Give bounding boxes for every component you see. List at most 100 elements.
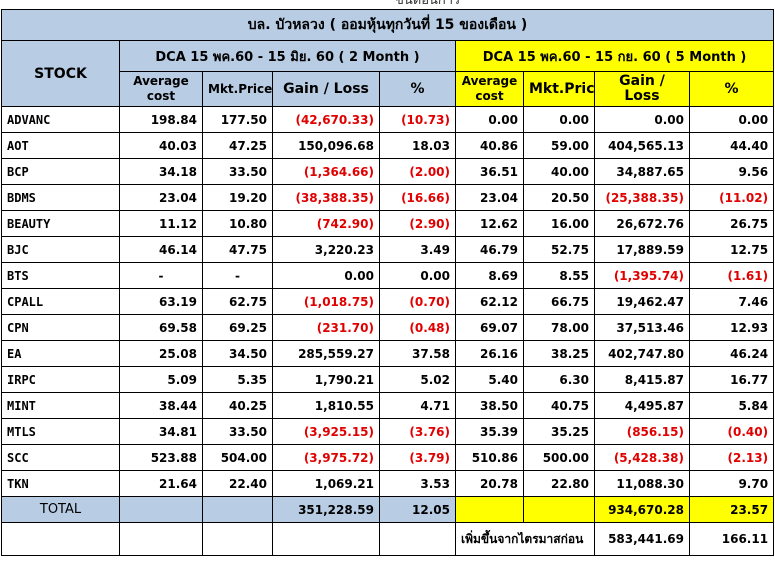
p2-gain-cell: 34,887.65 <box>594 158 690 185</box>
table-row: BDMS 23.04 19.20 (38,388.35) (16.66) 23.04 20.… <box>1 184 775 211</box>
p2-mkt-cell: 0.00 <box>523 106 595 133</box>
p1-gain-cell: (1,364.66) <box>272 158 380 185</box>
table-title: บล. บัวหลวง ( ออมหุ้นทุกวันที่ 15 ของเดื… <box>0 9 775 41</box>
table-row: BCP 34.18 33.50 (1,364.66) (2.00) 36.51 40.00 3… <box>1 158 775 185</box>
p1-avg-cell: 23.04 <box>119 184 203 211</box>
total-label: TOTAL <box>1 496 120 523</box>
p1-pct-cell: (3.79) <box>379 444 456 471</box>
p1-mkt-cell: 47.25 <box>202 132 273 159</box>
p2-avg-cell: 5.40 <box>455 366 524 393</box>
table-row: BJC 46.14 47.75 3,220.23 3.49 46.79 52.75 17,88… <box>1 236 775 263</box>
p2-gain-cell: (1,395.74) <box>594 262 690 289</box>
p1-pct-cell: (0.70) <box>379 288 456 315</box>
p2-avg-header: Average cost <box>455 71 524 107</box>
p2-mkt-cell: 500.00 <box>523 444 595 471</box>
p2-gain-cell: 8,415.87 <box>594 366 690 393</box>
p1-gain-cell: 285,559.27 <box>272 340 380 367</box>
p1-mkt-cell: 47.75 <box>202 236 273 263</box>
period2-header: DCA 15 พค.60 - 15 กย. 60 ( 5 Month ) <box>454 40 775 72</box>
p1-mkt-cell: 62.75 <box>202 288 273 315</box>
p2-mkt-cell: 8.55 <box>523 262 595 289</box>
p2-pct-header: % <box>688 71 775 107</box>
table-row: BTS - -0.00 0.00 8.69 8.55 (1,395.74) (1.61) <box>1 262 775 289</box>
p2-mkt-cell: 66.75 <box>523 288 595 315</box>
blank-cell <box>202 522 273 556</box>
stock-symbol: CPN <box>1 314 120 341</box>
stock-symbol: BDMS <box>1 184 120 211</box>
blank-cell <box>272 522 380 556</box>
p1-pct-cell: 3.49 <box>379 236 456 263</box>
p1-gain-cell: (38,388.35) <box>272 184 380 211</box>
p1-gain-cell: (42,670.33) <box>272 106 380 133</box>
p1-mkt-cell: 33.50 <box>202 158 273 185</box>
total-p2-gain: 934,670.28 <box>594 496 690 523</box>
p1-avg-cell: 34.81 <box>119 418 203 445</box>
stock-symbol: BEAUTY <box>1 210 120 237</box>
p1-gain-cell: 0.00 <box>272 262 380 289</box>
total-p2-pct: 23.57 <box>688 496 775 523</box>
p2-avg-cell: 40.86 <box>455 132 524 159</box>
stock-symbol: MTLS <box>1 418 120 445</box>
p2-gain-cell: 19,462.47 <box>594 288 690 315</box>
p1-avg-cell: 69.58 <box>119 314 203 341</box>
p1-mkt-cell: 504.00 <box>202 444 273 471</box>
top-partial-text: ขั้นตอนการ <box>395 0 461 8</box>
p2-avg-cell: 35.39 <box>455 418 524 445</box>
table-row: SCC 523.88 504.00 (3,975.72) (3.79) 510.86 500… <box>1 444 775 471</box>
p1-avg-cell: - <box>119 262 203 289</box>
p2-pct-cell: 9.70 <box>688 470 775 497</box>
p1-pct-cell: (0.48) <box>379 314 456 341</box>
table-row: MTLS 34.81 33.50 (3,925.15) (3.76) 35.39 35.25… <box>1 418 775 445</box>
p2-mkt-cell: 20.50 <box>523 184 595 211</box>
p1-mkt-header: Mkt.Price <box>202 71 273 107</box>
table-row: ADVANC 198.84 177.50 (42,670.33) (10.73) 0.00… <box>1 106 775 133</box>
stock-symbol: MINT <box>1 392 120 419</box>
stock-symbol: BCP <box>1 158 120 185</box>
p2-gain-cell: 26,672.76 <box>594 210 690 237</box>
total-p1-pct: 12.05 <box>379 496 456 523</box>
stock-symbol: AOT <box>1 132 120 159</box>
p2-pct-cell: 46.24 <box>688 340 775 367</box>
p1-pct-cell: 0.00 <box>379 262 456 289</box>
p2-gain-cell: 17,889.59 <box>594 236 690 263</box>
p1-mkt-cell: 33.50 <box>202 418 273 445</box>
p1-pct-cell: 4.71 <box>379 392 456 419</box>
p2-gain-cell: 4,495.87 <box>594 392 690 419</box>
p1-mkt-cell: 22.40 <box>202 470 273 497</box>
p1-avg-cell: 38.44 <box>119 392 203 419</box>
p1-mkt-cell: 177.50 <box>202 106 273 133</box>
p1-pct-cell: 18.03 <box>379 132 456 159</box>
p2-mkt-cell: 52.75 <box>523 236 595 263</box>
p2-gain-cell: (856.15) <box>594 418 690 445</box>
p1-avg-cell: 11.12 <box>119 210 203 237</box>
p1-mkt-cell: 40.25 <box>202 392 273 419</box>
title-row: บล. บัวหลวง ( ออมหุ้นทุกวันที่ 15 ของเดื… <box>0 9 775 41</box>
quarter-increase-gain: 583,441.69 <box>594 522 690 556</box>
p2-avg-cell: 38.50 <box>455 392 524 419</box>
total-p2-avg <box>455 496 524 523</box>
table-row: MINT 38.44 40.25 1,810.55 4.71 38.50 40.75 4,49… <box>1 392 775 419</box>
stock-symbol: ADVANC <box>1 106 120 133</box>
total-row: TOTAL 351,228.59 12.05 934,670.28 23.57 <box>1 496 775 523</box>
table-row: CPALL 63.19 62.75 (1,018.75) (0.70) 62.12 66.7… <box>1 288 775 315</box>
p2-gain-cell: 404,565.13 <box>594 132 690 159</box>
p2-gain-cell: 11,088.30 <box>594 470 690 497</box>
column-header-row: Average cost Mkt.Price Gain / Loss % Ave… <box>2 71 775 107</box>
p2-avg-cell: 23.04 <box>455 184 524 211</box>
p2-mkt-cell: 59.00 <box>523 132 595 159</box>
table-row: BEAUTY 11.12 10.80 (742.90) (2.90) 12.62 16.00… <box>1 210 775 237</box>
table-row: TKN 21.64 22.40 1,069.21 3.53 20.78 22.80 11,08… <box>1 470 775 497</box>
p2-gain-cell: 402,747.80 <box>594 340 690 367</box>
p2-avg-cell: 510.86 <box>455 444 524 471</box>
p1-gain-cell: 1,790.21 <box>272 366 380 393</box>
p2-pct-cell: (2.13) <box>688 444 775 471</box>
p1-gain-cell: (742.90) <box>272 210 380 237</box>
total-p2-mkt <box>523 496 595 523</box>
dca-table: บล. บัวหลวง ( ออมหุ้นทุกวันที่ 15 ของเดื… <box>0 9 775 556</box>
p2-gain-cell: (5,428.38) <box>594 444 690 471</box>
quarter-increase-row: เพิ่มขึ้นจากไตรมาสก่อน 583,441.69 166.11 <box>1 522 775 556</box>
p2-avg-cell: 0.00 <box>455 106 524 133</box>
p2-mkt-cell: 6.30 <box>523 366 595 393</box>
p1-avg-cell: 523.88 <box>119 444 203 471</box>
p2-avg-cell: 12.62 <box>455 210 524 237</box>
